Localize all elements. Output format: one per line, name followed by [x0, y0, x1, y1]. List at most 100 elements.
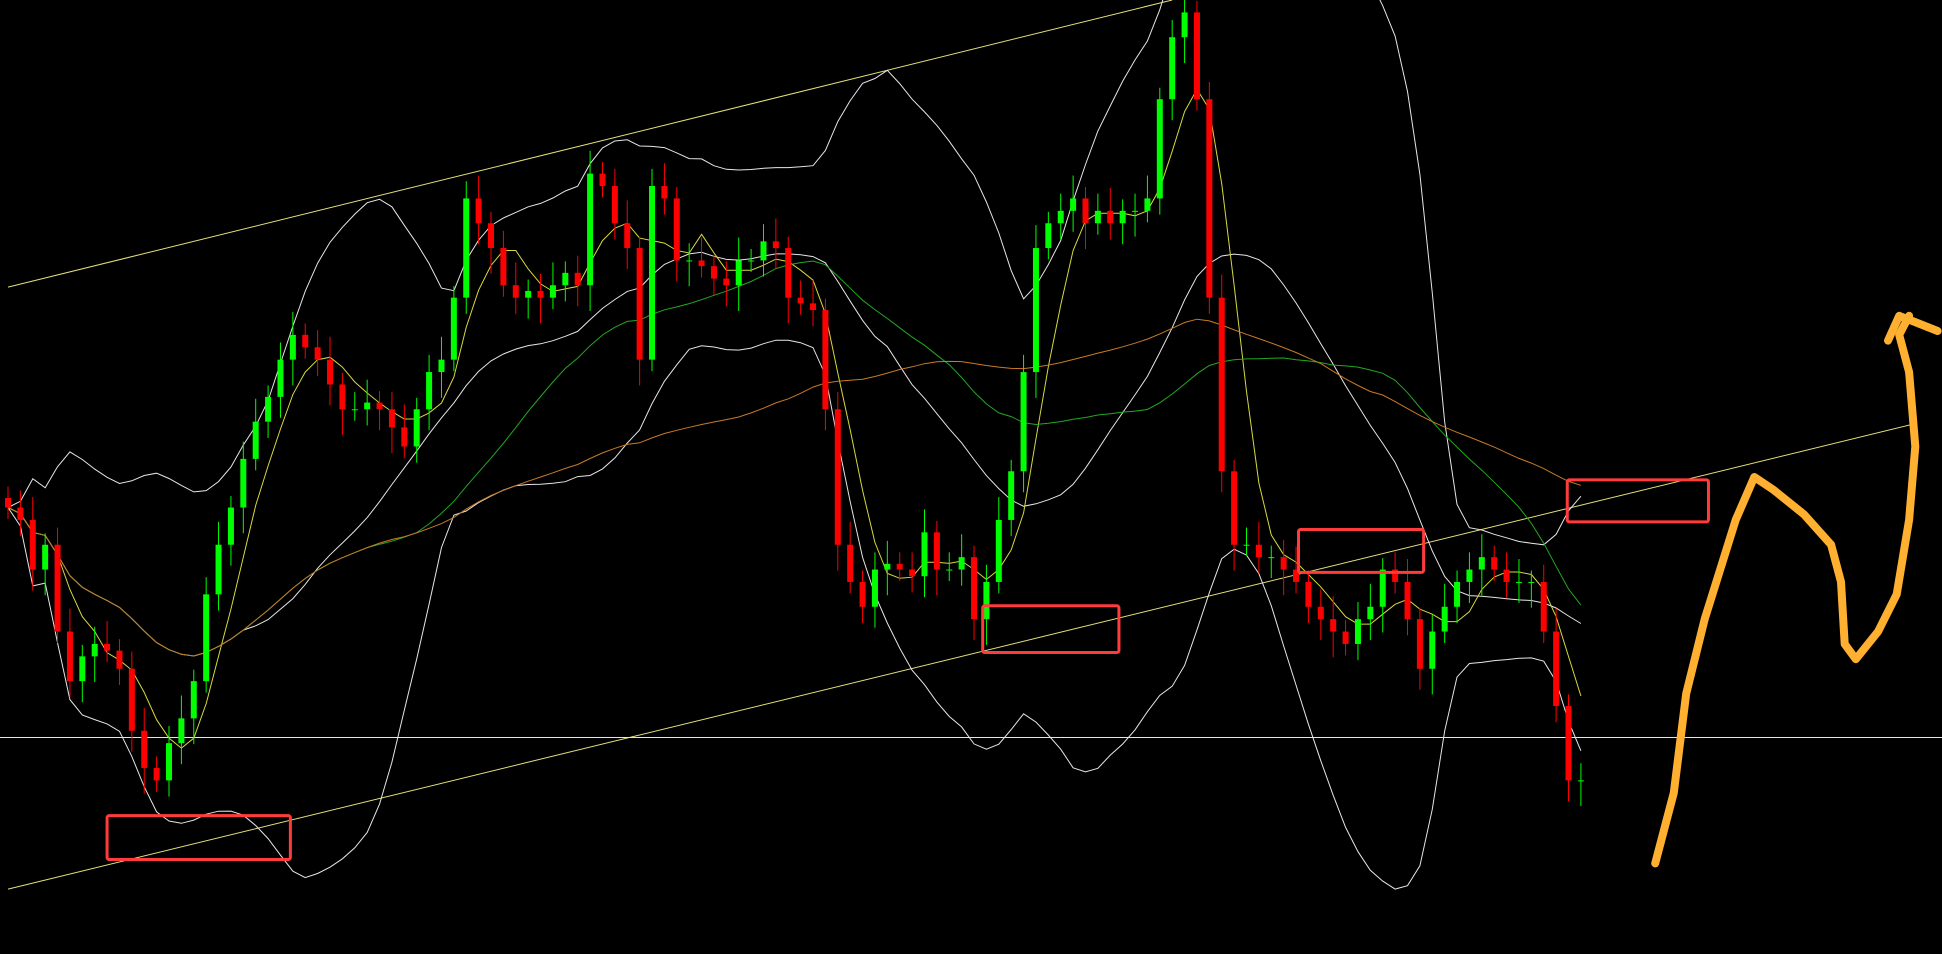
candle-up [203, 594, 210, 682]
candle-up [1045, 223, 1052, 249]
candle-down [116, 650, 123, 669]
candle-down [500, 248, 507, 286]
candle-down [1565, 705, 1572, 781]
candle-down [1206, 99, 1213, 298]
candle-up [1515, 581, 1522, 583]
candle-down [401, 427, 408, 447]
candle-up [1577, 780, 1584, 782]
candle-up [413, 409, 420, 447]
candle-down [859, 581, 866, 607]
candle-down [17, 507, 24, 520]
candle-up [562, 272, 569, 286]
candle-up [995, 519, 1002, 582]
candle-up [178, 718, 185, 744]
candle-up [1478, 557, 1485, 570]
candle-up [1379, 569, 1386, 607]
candle-down [1392, 569, 1399, 582]
candle-up [1020, 372, 1027, 472]
candle-up [1156, 99, 1163, 199]
candle-down [327, 359, 334, 385]
candle-down [611, 186, 618, 224]
candle-up [1268, 557, 1275, 559]
candle-down [909, 569, 916, 577]
candle-up [240, 458, 247, 508]
highlight-box [105, 814, 292, 862]
candle-down [772, 241, 779, 249]
candle-up [649, 186, 656, 360]
candle-up [1094, 210, 1101, 224]
candle-up [438, 359, 445, 373]
candle-down [1082, 198, 1089, 224]
candle-up [946, 569, 953, 571]
candle-up [252, 421, 259, 459]
candle-up [215, 544, 222, 595]
candle-up [450, 297, 457, 360]
candle-down [1293, 569, 1300, 582]
candle-down [141, 730, 148, 768]
candle-up [426, 372, 433, 410]
candle-down [1231, 471, 1238, 545]
candle-up [351, 409, 358, 411]
candle-down [933, 532, 940, 570]
candle-down [5, 497, 11, 508]
candle-up [1119, 210, 1126, 224]
candle-down [488, 223, 495, 249]
candle-down [810, 303, 817, 311]
candle-up [1032, 248, 1039, 373]
candle-up [1354, 619, 1361, 644]
highlight-box [981, 604, 1121, 655]
candle-down [1416, 619, 1423, 669]
bollinger-lower [7, 339, 1582, 890]
candle-down [376, 402, 383, 410]
candle-up [277, 359, 284, 397]
candle-up [1132, 210, 1139, 212]
candle-down [624, 223, 631, 249]
candle-down [1317, 606, 1324, 620]
candle-down [822, 310, 829, 410]
candle-down [537, 290, 544, 298]
candle-up [364, 402, 371, 410]
candle-down [1553, 631, 1560, 706]
candle-up [190, 681, 197, 719]
candle-up [587, 173, 594, 286]
bollinger-middle [7, 251, 1582, 657]
moving-average-5 [7, 88, 1582, 749]
candle-up [686, 260, 693, 262]
candle-down [1305, 581, 1312, 607]
candle-down [1404, 581, 1411, 620]
candle-up [549, 285, 556, 298]
candle-down [636, 248, 643, 360]
candle-down [599, 173, 606, 187]
candle-up [921, 532, 928, 577]
candle-up [42, 544, 49, 570]
moving-average-60 [7, 318, 1582, 657]
candle-down [673, 198, 680, 261]
candle-up [1181, 12, 1188, 38]
candle-down [29, 519, 36, 570]
candle-down [128, 668, 135, 731]
highlight-box [1297, 527, 1426, 574]
candle-down [785, 248, 792, 298]
candle-up [760, 241, 767, 261]
candle-up [463, 198, 470, 298]
candle-up [1454, 581, 1461, 607]
candle-up [1169, 37, 1176, 100]
candle-up [884, 563, 891, 570]
candle-down [574, 272, 581, 286]
candle-down [661, 186, 668, 199]
candle-up [166, 743, 173, 781]
bollinger-upper [7, 0, 1582, 546]
candle-down [1107, 210, 1114, 224]
candle-down [388, 409, 395, 428]
candle-down [1218, 297, 1225, 472]
candle-down [153, 767, 160, 781]
candle-down [710, 266, 717, 279]
candle-down [1540, 581, 1547, 632]
candle-up [748, 260, 755, 262]
candle-up [871, 569, 878, 607]
candle-down [512, 285, 519, 298]
candle-up [1243, 544, 1250, 546]
candle-down [1255, 544, 1262, 558]
candle-down [339, 384, 346, 410]
